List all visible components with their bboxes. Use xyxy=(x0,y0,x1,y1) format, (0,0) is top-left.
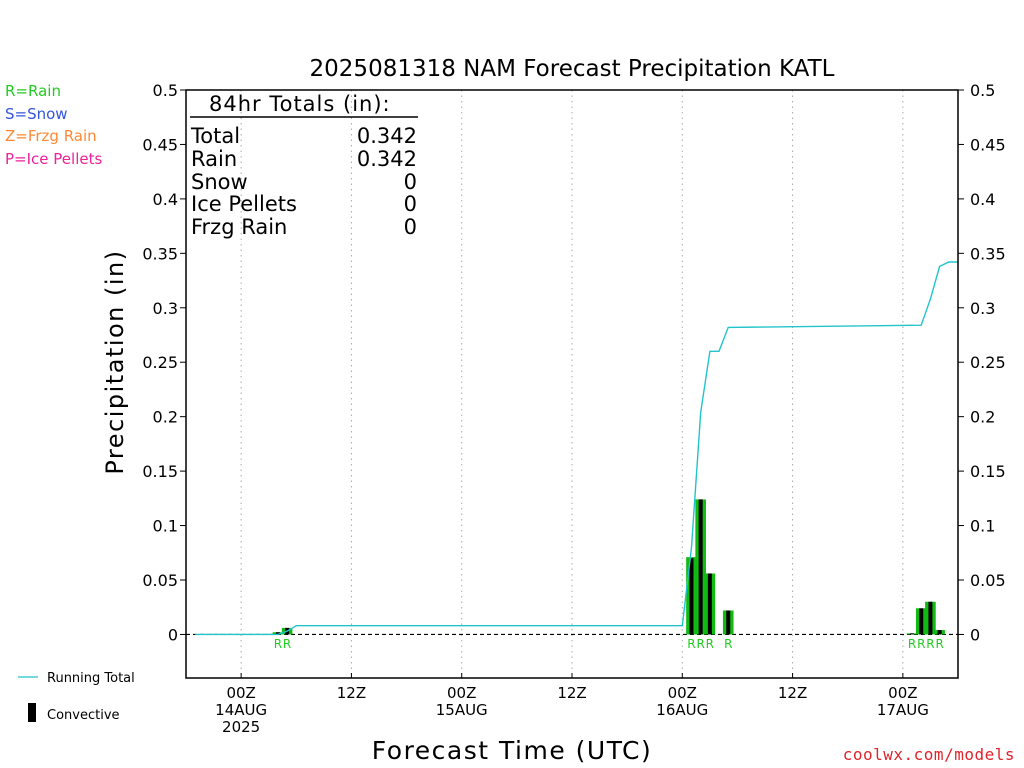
totals-value-rain: 0.342 xyxy=(357,147,417,171)
y-tick-label: 0.1 xyxy=(970,517,995,536)
y-tick-label: 0.3 xyxy=(153,299,178,318)
convective-bar xyxy=(689,558,694,635)
precip-type-code: R xyxy=(926,637,934,651)
y-tick-label: 0.35 xyxy=(142,244,178,263)
totals-value-total: 0.342 xyxy=(357,124,417,148)
totals-value-frzg-rain: 0 xyxy=(404,215,417,239)
convective-bar xyxy=(928,601,933,635)
y-tick-label: 0.4 xyxy=(153,190,178,209)
y-axis-label: Precipitation (in) xyxy=(101,249,129,474)
y-axis-right: 0 0.05 0.1 0.15 0.2 0.25 0.3 0.35 0.4 0.45 0.5 xyxy=(958,81,1006,644)
totals-label-ice-pellets: Ice Pellets xyxy=(191,192,297,216)
totals-label-frzg-rain: Frzg Rain xyxy=(191,215,287,239)
chart-title: 2025081318 NAM Forecast Precipitation KA… xyxy=(310,56,835,82)
y-tick-label: 0.5 xyxy=(153,81,178,100)
convective-legend-label: Convective xyxy=(47,708,120,723)
y-tick-label: 0.25 xyxy=(142,353,178,372)
totals-label-total: Total xyxy=(190,124,240,148)
y-tick-label: 0.1 xyxy=(153,517,178,536)
y-tick-label: 0.3 xyxy=(970,299,995,318)
x-axis-label: Forecast Time (UTC) xyxy=(372,736,652,765)
y-tick-label: 0.45 xyxy=(970,135,1006,154)
y-tick-label: 0.15 xyxy=(970,462,1006,481)
totals-value-snow: 0 xyxy=(404,170,417,194)
x-tick-label: 12Z xyxy=(778,684,807,702)
totals-box: 84hr Totals (in): Total 0.342 Rain 0.342… xyxy=(190,92,418,239)
y-tick-label: 0.35 xyxy=(970,244,1006,263)
y-tick-label: 0.2 xyxy=(970,408,995,427)
precip-type-ice-pellets: P=Ice Pellets xyxy=(5,150,103,168)
y-tick-label: 0.15 xyxy=(142,462,178,481)
convective-bar xyxy=(698,499,703,635)
x-tick-label: 00Z xyxy=(447,684,476,702)
x-tick-label: 12Z xyxy=(557,684,586,702)
convective-bar xyxy=(275,632,280,635)
precip-type-code: R xyxy=(917,637,925,651)
convective-bar xyxy=(726,610,731,635)
precip-type-snow: S=Snow xyxy=(5,105,68,123)
precip-type-code: R xyxy=(706,637,714,651)
x-tick-label: 00Z xyxy=(888,684,917,702)
y-tick-label: 0 xyxy=(970,625,980,644)
precip-type-code: R xyxy=(724,637,732,651)
y-tick-label: 0.45 xyxy=(142,135,178,154)
precip-type-code: R xyxy=(274,637,282,651)
x-tick-label: 2025 xyxy=(222,718,260,736)
x-tick-label: 15AUG xyxy=(436,701,488,719)
x-tick-label: 14AUG xyxy=(215,701,267,719)
precip-type-code: R xyxy=(908,637,916,651)
y-axis-left: 0 0.05 0.1 0.15 0.2 0.25 0.3 0.35 0.4 0.45 0.5 xyxy=(142,81,186,644)
x-tick-label: 12Z xyxy=(337,684,366,702)
x-tick-label: 17AUG xyxy=(877,701,929,719)
precip-type-code: R xyxy=(696,637,704,651)
totals-label-snow: Snow xyxy=(191,170,248,194)
y-tick-label: 0.05 xyxy=(142,571,178,590)
x-tick-label: 16AUG xyxy=(656,701,708,719)
series-legend: Running Total Convective xyxy=(18,671,135,723)
precip-type-code: R xyxy=(687,637,695,651)
y-tick-label: 0.4 xyxy=(970,190,995,209)
totals-header: 84hr Totals (in): xyxy=(209,92,391,116)
grid-lines xyxy=(240,90,904,678)
precip-type-code: R xyxy=(283,637,291,651)
convective-bar xyxy=(910,633,915,635)
y-tick-label: 0 xyxy=(168,625,178,644)
precip-type-rain: R=Rain xyxy=(5,82,61,100)
running-total-group xyxy=(195,261,958,636)
bars xyxy=(272,499,945,635)
y-tick-label: 0.5 xyxy=(970,81,995,100)
y-tick-label: 0.2 xyxy=(153,408,178,427)
x-tick-label: 00Z xyxy=(226,684,255,702)
precip-type-frzg-rain: Z=Frzg Rain xyxy=(5,127,97,145)
credit-link[interactable]: coolwx.com/models xyxy=(842,745,1015,764)
y-tick-label: 0.25 xyxy=(970,353,1006,372)
precip-type-code: R xyxy=(935,637,943,651)
convective-bar xyxy=(937,630,942,635)
y-tick-label: 0.05 xyxy=(970,571,1006,590)
convective-legend-swatch xyxy=(28,703,36,722)
totals-label-rain: Rain xyxy=(191,147,237,171)
convective-bar xyxy=(707,573,712,635)
running-total-line xyxy=(195,261,958,636)
running-total-legend-label: Running Total xyxy=(47,671,135,686)
totals-value-ice-pellets: 0 xyxy=(404,192,417,216)
x-tick-label: 00Z xyxy=(668,684,697,702)
convective-bar xyxy=(919,608,924,635)
